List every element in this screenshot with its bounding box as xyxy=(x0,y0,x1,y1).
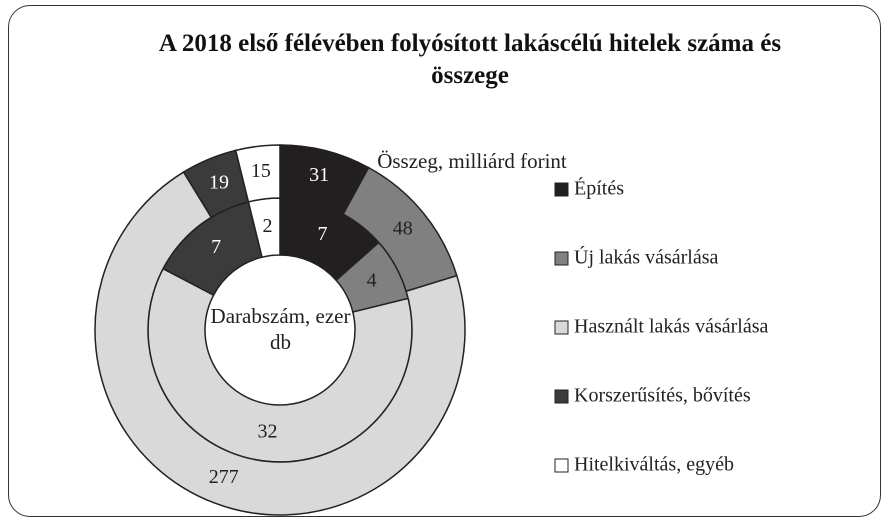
legend-swatch xyxy=(554,389,569,404)
legend-label: Használt lakás vásárlása xyxy=(574,316,768,338)
chart-title: A 2018 első félévében folyósított lakásc… xyxy=(158,30,782,89)
legend-swatch xyxy=(554,458,569,473)
ring-segment xyxy=(234,144,281,203)
value-label: 7 xyxy=(317,223,327,245)
value-label: 31 xyxy=(309,164,329,186)
value-label: 15 xyxy=(251,160,271,182)
legend-swatch xyxy=(554,182,569,197)
legend-label: Építés xyxy=(574,177,624,200)
value-label: 19 xyxy=(209,171,229,193)
value-label: 48 xyxy=(393,217,413,239)
legend-swatch xyxy=(554,320,569,335)
value-label: 277 xyxy=(209,466,239,488)
frame xyxy=(8,5,881,517)
inner-ring-name: Darabszám, ezer db xyxy=(210,304,351,354)
value-label: 2 xyxy=(263,215,273,237)
value-label: 4 xyxy=(367,269,377,291)
value-label: 32 xyxy=(258,420,278,442)
value-label: 7 xyxy=(211,236,221,258)
legend-label: Új lakás vásárlása xyxy=(574,245,719,269)
ring-segment xyxy=(94,171,466,516)
outer-ring-name: Összeg, milliárd forint xyxy=(377,149,567,173)
legend-swatch xyxy=(554,251,569,266)
legend-label: Korszerűsítés, bővítés xyxy=(574,385,751,407)
legend-label: Hitelkiváltás, egyéb xyxy=(574,454,734,476)
